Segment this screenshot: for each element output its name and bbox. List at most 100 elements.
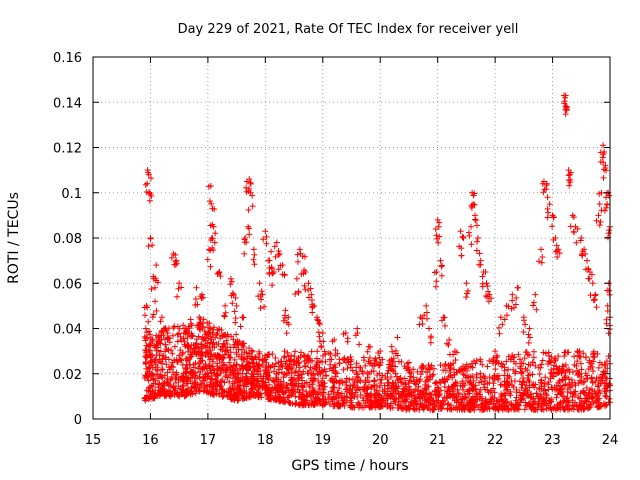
data-point	[219, 393, 226, 400]
data-point	[291, 353, 298, 360]
data-point	[184, 342, 191, 349]
data-point	[520, 317, 527, 324]
data-point	[348, 403, 355, 410]
data-point	[265, 363, 272, 370]
data-point	[553, 394, 560, 401]
data-point	[191, 385, 198, 392]
data-point	[571, 353, 578, 360]
data-point	[302, 401, 309, 408]
data-point	[142, 335, 149, 342]
data-point	[392, 363, 399, 370]
data-point	[473, 396, 480, 403]
data-point	[157, 371, 164, 378]
data-point	[401, 375, 408, 382]
data-point	[282, 385, 289, 392]
data-point	[530, 348, 537, 355]
data-point	[567, 390, 574, 397]
data-point	[435, 223, 442, 230]
data-point	[392, 347, 399, 354]
data-point	[377, 359, 384, 366]
data-point	[565, 172, 572, 179]
data-point	[329, 384, 336, 391]
data-point	[178, 373, 185, 380]
data-point	[603, 204, 610, 211]
data-point	[561, 397, 568, 404]
data-point	[211, 239, 218, 246]
data-point	[289, 376, 296, 383]
data-point	[285, 321, 292, 328]
data-point	[555, 353, 562, 360]
data-point	[310, 374, 317, 381]
data-point	[202, 331, 209, 338]
data-point	[572, 399, 579, 406]
data-point	[169, 350, 176, 357]
data-point	[309, 303, 316, 310]
data-point	[193, 350, 200, 357]
data-point	[453, 349, 460, 356]
data-point	[179, 351, 186, 358]
data-point	[581, 400, 588, 407]
data-point	[397, 376, 404, 383]
data-point	[504, 375, 511, 382]
data-point	[485, 288, 492, 295]
data-point	[309, 357, 316, 364]
data-point	[307, 285, 314, 292]
data-point	[596, 387, 603, 394]
data-point	[166, 339, 173, 346]
data-point	[219, 378, 226, 385]
data-point	[473, 390, 480, 397]
data-point	[314, 348, 321, 355]
data-point	[503, 358, 510, 365]
data-point	[222, 373, 229, 380]
data-point	[281, 397, 288, 404]
data-point	[315, 396, 322, 403]
data-point	[594, 383, 601, 390]
data-point	[208, 351, 215, 358]
data-point	[459, 233, 466, 240]
data-point	[158, 328, 165, 335]
data-point	[529, 382, 536, 389]
data-point	[165, 347, 172, 354]
data-point	[397, 395, 404, 402]
data-point	[175, 383, 182, 390]
data-point	[376, 362, 383, 369]
data-point	[329, 338, 336, 345]
data-point	[538, 246, 545, 253]
x-tick-label: 20	[372, 433, 389, 448]
data-point	[258, 378, 265, 385]
data-point	[602, 401, 609, 408]
data-point	[514, 406, 521, 413]
data-point	[605, 353, 612, 360]
axis-ticks: 15 16 17 18 19 20 21 22 23 24 0 0.02 0.04 0.06 0.08 0.1…	[53, 51, 618, 448]
data-point	[261, 303, 268, 310]
data-point	[239, 370, 246, 377]
data-point	[395, 404, 402, 411]
chart-title: Day 229 of 2021, Rate Of TEC Index for r…	[178, 22, 519, 37]
data-point	[560, 405, 567, 412]
data-point	[358, 404, 365, 411]
data-point	[271, 243, 278, 250]
data-point	[580, 350, 587, 357]
data-point	[224, 347, 231, 354]
data-point	[246, 345, 253, 352]
data-point	[384, 375, 391, 382]
data-point	[294, 258, 301, 265]
data-point	[174, 358, 181, 365]
data-point	[365, 358, 372, 365]
data-point	[490, 358, 497, 365]
data-point	[176, 352, 183, 359]
data-point	[158, 366, 165, 373]
data-point	[260, 236, 267, 243]
data-point	[325, 349, 332, 356]
data-point	[306, 390, 313, 396]
data-point	[228, 292, 235, 299]
data-point	[520, 328, 527, 335]
data-point	[480, 372, 487, 379]
data-point	[233, 302, 240, 309]
data-point	[596, 222, 603, 229]
data-point	[419, 321, 426, 328]
data-point	[188, 384, 195, 391]
data-point	[430, 371, 437, 378]
data-point	[313, 355, 320, 362]
data-point	[275, 376, 282, 383]
